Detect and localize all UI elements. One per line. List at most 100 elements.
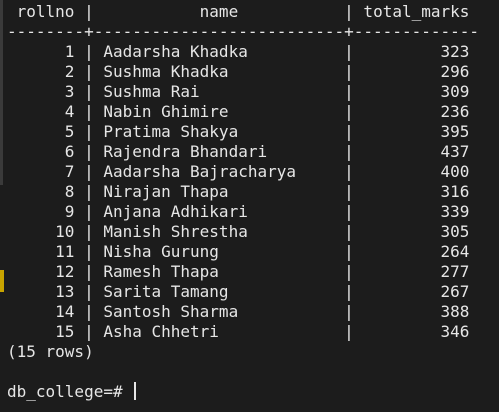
cell-rollno: 14 <box>7 302 85 321</box>
table-row: 12 | Ramesh Thapa | 277 <box>7 262 479 282</box>
column-divider: | <box>84 242 94 261</box>
cell-rollno: 7 <box>7 162 85 181</box>
cell-total-marks: 309 <box>353 82 470 101</box>
cell-name: Pratima Shakya <box>93 122 345 141</box>
column-divider: | <box>84 282 94 301</box>
table-row: 11 | Nisha Gurung | 264 <box>7 242 479 262</box>
column-divider: | <box>344 282 354 301</box>
column-divider: | <box>344 42 354 61</box>
table-row: 5 | Pratima Shakya | 395 <box>7 122 479 142</box>
terminal-output: rollno | name | total_marks --------+---… <box>7 2 479 402</box>
text-cursor <box>134 382 137 400</box>
column-divider: | <box>84 122 94 141</box>
table-row: 6 | Rajendra Bhandari | 437 <box>7 142 479 162</box>
column-divider: | <box>84 322 94 341</box>
cell-name: Santosh Sharma <box>93 302 345 321</box>
cell-rollno: 1 <box>7 42 85 61</box>
cell-total-marks: 296 <box>353 62 470 81</box>
column-divider: | <box>344 242 354 261</box>
cell-name: Sushma Khadka <box>93 62 345 81</box>
cell-name: Aadarsha Khadka <box>93 42 345 61</box>
cell-total-marks: 323 <box>353 42 470 61</box>
column-header-rollno: rollno <box>7 2 85 21</box>
cell-total-marks: 267 <box>353 282 470 301</box>
cell-name: Rajendra Bhandari <box>93 142 345 161</box>
column-divider: | <box>344 122 354 141</box>
table-row: 8 | Nirajan Thapa | 316 <box>7 182 479 202</box>
table-row: 1 | Aadarsha Khadka | 323 <box>7 42 479 62</box>
table-row: 9 | Anjana Adhikari | 339 <box>7 202 479 222</box>
column-divider: | <box>84 82 94 101</box>
cell-rollno: 3 <box>7 82 85 101</box>
cell-total-marks: 388 <box>353 302 470 321</box>
column-divider: | <box>84 222 94 241</box>
command-prompt-line[interactable]: db_college=# <box>7 382 479 402</box>
cell-rollno: 6 <box>7 142 85 161</box>
cell-name: Sushma Rai <box>93 82 345 101</box>
column-divider: | <box>84 162 94 181</box>
column-divider: | <box>344 162 354 181</box>
cell-name: Anjana Adhikari <box>93 202 345 221</box>
cell-rollno: 2 <box>7 62 85 81</box>
column-header-name: name <box>93 2 345 21</box>
column-divider: | <box>84 42 94 61</box>
table-header: rollno | name | total_marks <box>7 2 479 22</box>
blank-line <box>7 362 479 382</box>
window-edge <box>0 0 3 185</box>
cell-total-marks: 437 <box>353 142 470 161</box>
cell-total-marks: 339 <box>353 202 470 221</box>
column-divider: | <box>344 302 354 321</box>
table-row: 13 | Sarita Tamang | 267 <box>7 282 479 302</box>
column-divider: | <box>344 222 354 241</box>
cell-total-marks: 236 <box>353 102 470 121</box>
column-divider: | <box>84 262 94 281</box>
cell-name: Manish Shrestha <box>93 222 345 241</box>
column-divider: | <box>344 102 354 121</box>
cell-total-marks: 305 <box>353 222 470 241</box>
table-row: 14 | Santosh Sharma | 388 <box>7 302 479 322</box>
column-divider: | <box>84 182 94 201</box>
column-divider: | <box>344 62 354 81</box>
cell-total-marks: 277 <box>353 262 470 281</box>
table-row: 15 | Asha Chhetri | 346 <box>7 322 479 342</box>
table-row: 3 | Sushma Rai | 309 <box>7 82 479 102</box>
column-divider: | <box>344 182 354 201</box>
table-row: 4 | Nabin Ghimire | 236 <box>7 102 479 122</box>
cell-rollno: 9 <box>7 202 85 221</box>
cell-rollno: 5 <box>7 122 85 141</box>
cell-total-marks: 316 <box>353 182 470 201</box>
table-row: 7 | Aadarsha Bajracharya | 400 <box>7 162 479 182</box>
column-divider: | <box>84 202 94 221</box>
cell-rollno: 4 <box>7 102 85 121</box>
cell-name: Asha Chhetri <box>93 322 345 341</box>
table-row: 2 | Sushma Khadka | 296 <box>7 62 479 82</box>
table-separator: --------+--------------------------+----… <box>7 22 480 41</box>
column-divider: | <box>84 142 94 161</box>
cell-rollno: 15 <box>7 322 85 341</box>
column-divider: | <box>344 262 354 281</box>
cell-name: Sarita Tamang <box>93 282 345 301</box>
cell-name: Ramesh Thapa <box>93 262 345 281</box>
window-edge-accent <box>0 270 4 292</box>
prompt-text: db_college=# <box>7 382 133 401</box>
table-body: 1 | Aadarsha Khadka | 323 2 | Sushma Kha… <box>7 42 479 342</box>
column-divider: | <box>344 82 354 101</box>
cell-name: Nirajan Thapa <box>93 182 345 201</box>
cell-total-marks: 395 <box>353 122 470 141</box>
column-divider: | <box>84 62 94 81</box>
column-divider: | <box>344 142 354 161</box>
column-divider: | <box>84 2 94 21</box>
column-divider: | <box>344 202 354 221</box>
cell-name: Aadarsha Bajracharya <box>93 162 345 181</box>
cell-rollno: 8 <box>7 182 85 201</box>
column-divider: | <box>84 302 94 321</box>
cell-rollno: 12 <box>7 262 85 281</box>
column-divider: | <box>84 102 94 121</box>
column-divider: | <box>344 322 354 341</box>
cell-total-marks: 264 <box>353 242 470 261</box>
cell-name: Nisha Gurung <box>93 242 345 261</box>
cell-total-marks: 400 <box>353 162 470 181</box>
column-divider: | <box>344 2 354 21</box>
cell-rollno: 11 <box>7 242 85 261</box>
